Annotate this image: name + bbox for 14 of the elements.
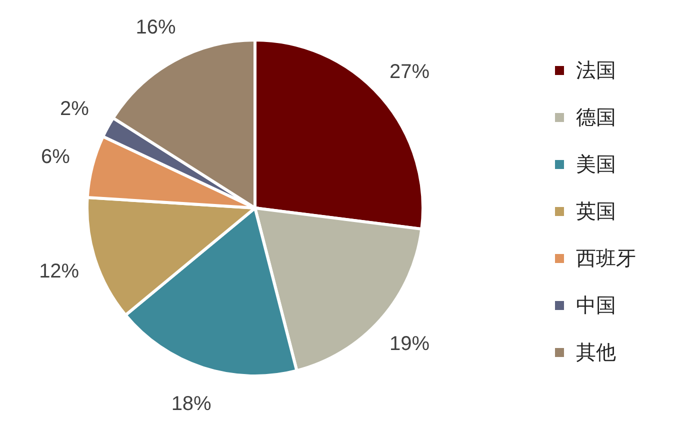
data-label: 18% — [171, 392, 212, 415]
data-label: 16% — [136, 16, 176, 38]
data-label: 12% — [39, 260, 80, 283]
legend-label: 英国 — [576, 200, 616, 224]
data-label: 27% — [390, 60, 430, 83]
legend-label: 法国 — [576, 58, 616, 84]
legend-label: 中国 — [576, 294, 616, 318]
legend-label: 其他 — [576, 340, 616, 366]
legend-label: 西班牙 — [576, 246, 636, 272]
data-label: 19% — [390, 333, 430, 356]
data-label: 2% — [60, 98, 90, 120]
data-label: 6% — [41, 146, 70, 168]
legend-label: 美国 — [576, 152, 616, 178]
legend-label: 德国 — [576, 106, 616, 130]
